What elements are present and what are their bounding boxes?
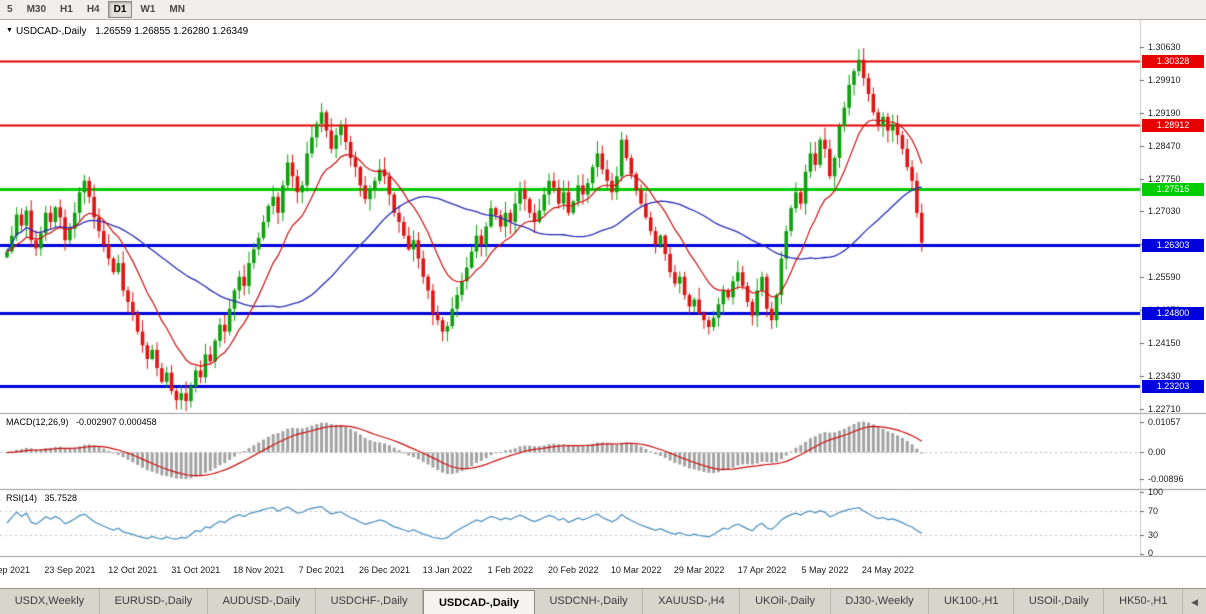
price-chart-canvas[interactable] [0, 20, 1206, 588]
rsi-indicator-label: RSI(14) 35.7528 [6, 493, 77, 504]
macd-indicator-label: MACD(12,26,9) -0.002907 0.000458 [6, 417, 157, 428]
timeframe-button-d1[interactable]: D1 [107, 1, 133, 18]
tab-scroll-left-icon[interactable]: ◀ [1191, 597, 1199, 607]
tab-usdcnh-daily[interactable]: USDCNH-,Daily [535, 589, 644, 614]
tab-usdchf-daily[interactable]: USDCHF-,Daily [316, 589, 424, 614]
tab-hk50-h1[interactable]: HK50-,H1 [1104, 589, 1184, 614]
timeframe-button-w1[interactable]: W1 [134, 1, 161, 18]
chart-ohlc-values: 1.26559 1.26855 1.26280 1.26349 [95, 26, 249, 37]
tab-usdcad-daily[interactable]: USDCAD-,Daily [423, 590, 535, 614]
tab-usdx-weekly[interactable]: USDX,Weekly [0, 589, 100, 614]
chart-symbol-label: USDCAD-,Daily [15, 26, 87, 37]
macd-values: -0.002907 0.000458 [76, 417, 157, 427]
rsi-name: RSI(14) [6, 493, 38, 503]
symbol-dropdown-icon: ▼ [6, 27, 13, 34]
tab-dj30-weekly[interactable]: DJ30-,Weekly [831, 589, 930, 614]
timeframe-button-h1[interactable]: H1 [54, 1, 79, 18]
tab-xauusd-h4[interactable]: XAUUSD-,H4 [643, 589, 741, 614]
chart-title: ▼ USDCAD-,Daily 1.26559 1.26855 1.26280 1… [6, 25, 248, 37]
chart-tab-bar: USDX,Weekly EURUSD-,Daily AUDUSD-,Daily USD… [0, 588, 1206, 614]
macd-name: MACD(12,26,9) [6, 417, 69, 427]
tab-uk100-h1[interactable]: UK100-,H1 [929, 589, 1015, 614]
tab-eurusd-daily[interactable]: EURUSD-,Daily [100, 589, 208, 614]
tab-usoil-daily[interactable]: USOil-,Daily [1014, 589, 1105, 614]
timeframe-toolbar: 5 M30 H1 H4 D1 W1 MN [0, 0, 1206, 20]
chart-area: 1.30630 1.29910 1.29190 1.28470 1.27750 1.270… [0, 20, 1206, 588]
rsi-value: 35.7528 [44, 493, 78, 503]
timeframe-button-mn[interactable]: MN [163, 1, 191, 18]
timeframe-button-5[interactable]: 5 [1, 1, 19, 18]
tab-ukoil-daily[interactable]: UKOil-,Daily [740, 589, 831, 614]
tab-audusd-daily[interactable]: AUDUSD-,Daily [208, 589, 316, 614]
timeframe-button-h4[interactable]: H4 [81, 1, 106, 18]
timeframe-button-m30[interactable]: M30 [21, 1, 52, 18]
